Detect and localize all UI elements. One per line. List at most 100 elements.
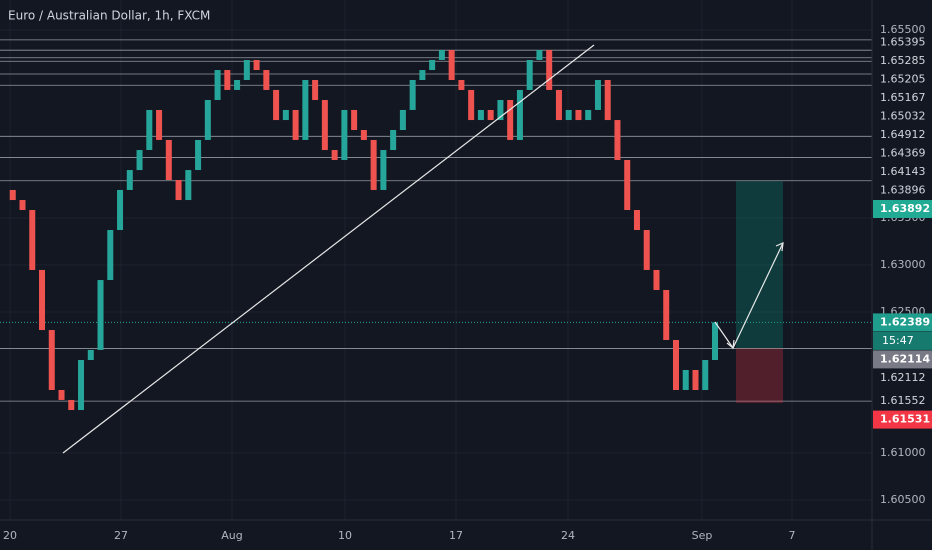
x-tick-label: 10: [338, 529, 352, 542]
candle: [165, 139, 172, 181]
candle: [692, 369, 699, 390]
price-badge: [873, 350, 932, 369]
level-label: 1.65205: [880, 73, 926, 86]
x-tick-label: Sep: [692, 529, 713, 542]
level-label: 1.65285: [880, 54, 926, 67]
candle: [497, 100, 504, 121]
price-badge: [873, 410, 932, 429]
x-tick-label: Aug: [221, 529, 242, 542]
candle: [565, 109, 572, 121]
level-label-bg: [873, 145, 932, 162]
candle: [507, 100, 514, 140]
candle: [9, 189, 16, 201]
candle: [29, 209, 36, 270]
level-label-bg: [873, 34, 932, 51]
candle: [390, 130, 397, 151]
x-tick-label: 27: [114, 529, 128, 542]
level-label-bg: [873, 369, 932, 386]
level-label: 1.65032: [880, 110, 926, 123]
candle: [370, 139, 377, 190]
candle: [273, 89, 280, 121]
candle: [458, 79, 465, 90]
x-tick-label: 20: [3, 529, 17, 542]
target-zone: [736, 181, 783, 349]
candle: [555, 89, 562, 121]
arrow-head: [775, 242, 784, 252]
candle: [136, 150, 143, 171]
candle: [331, 150, 338, 160]
candle: [536, 50, 543, 60]
countdown-badge: [873, 331, 932, 350]
candle: [87, 349, 94, 361]
candle: [185, 170, 192, 201]
y-tick-label: 1.61000: [880, 446, 926, 459]
candle: [633, 209, 640, 231]
candle: [448, 50, 455, 80]
level-label-bg: [873, 164, 932, 180]
level-label-bg: [873, 108, 932, 125]
level-label-bg: [873, 127, 932, 143]
candle: [292, 109, 299, 140]
candle: [204, 100, 211, 140]
candle: [712, 322, 718, 361]
level-label-bg: [873, 182, 932, 199]
candle: [253, 59, 260, 71]
price-badge: [873, 313, 932, 332]
candle: [19, 200, 26, 210]
price-badge-label: 1.62114: [880, 352, 930, 365]
candle: [682, 369, 689, 390]
candle: [438, 50, 445, 60]
candle: [282, 109, 289, 121]
candle: [39, 269, 46, 331]
candle: [624, 159, 631, 210]
candle: [117, 189, 124, 231]
level-label: 1.65167: [880, 91, 926, 104]
level-label-bg: [873, 393, 932, 410]
candle: [429, 59, 436, 71]
candle: [58, 390, 65, 400]
y-tick-label: 1.65500: [880, 23, 926, 36]
candle: [312, 79, 319, 101]
candle: [468, 89, 475, 121]
price-badge-label: 1.61531: [880, 413, 930, 426]
y-tick-label: 1.60500: [880, 493, 926, 506]
candle: [78, 360, 85, 411]
countdown: 15:47: [882, 334, 914, 347]
candle: [487, 109, 494, 121]
candle: [672, 339, 679, 390]
level-label: 1.64912: [880, 128, 926, 141]
candle: [643, 230, 650, 270]
stop-zone: [736, 348, 783, 404]
level-label-bg: [873, 71, 932, 88]
candle: [351, 109, 358, 130]
candle: [526, 59, 533, 90]
candle: [214, 70, 221, 101]
candle: [477, 109, 484, 121]
candle: [146, 109, 153, 151]
price-badge-label: 1.62389: [880, 315, 930, 328]
candle: [48, 330, 55, 390]
candle: [302, 79, 309, 140]
x-tick-label: 17: [449, 529, 463, 542]
candle: [175, 180, 182, 201]
level-label: 1.62112: [880, 371, 926, 384]
candle: [360, 130, 367, 140]
candle: [263, 70, 270, 90]
candle: [126, 170, 133, 190]
candle: [409, 79, 416, 110]
level-label: 1.63896: [880, 184, 926, 197]
price-badge: [873, 200, 932, 218]
candle: [195, 139, 202, 171]
arrow-head: [726, 339, 735, 350]
level-label: 1.64143: [880, 165, 926, 178]
candle: [156, 109, 163, 140]
candle: [97, 280, 104, 350]
x-tick-label: 24: [561, 529, 575, 542]
candle: [341, 109, 348, 160]
candle: [585, 109, 592, 121]
candle: [614, 120, 621, 160]
candle: [224, 70, 231, 90]
candle: [68, 399, 75, 411]
